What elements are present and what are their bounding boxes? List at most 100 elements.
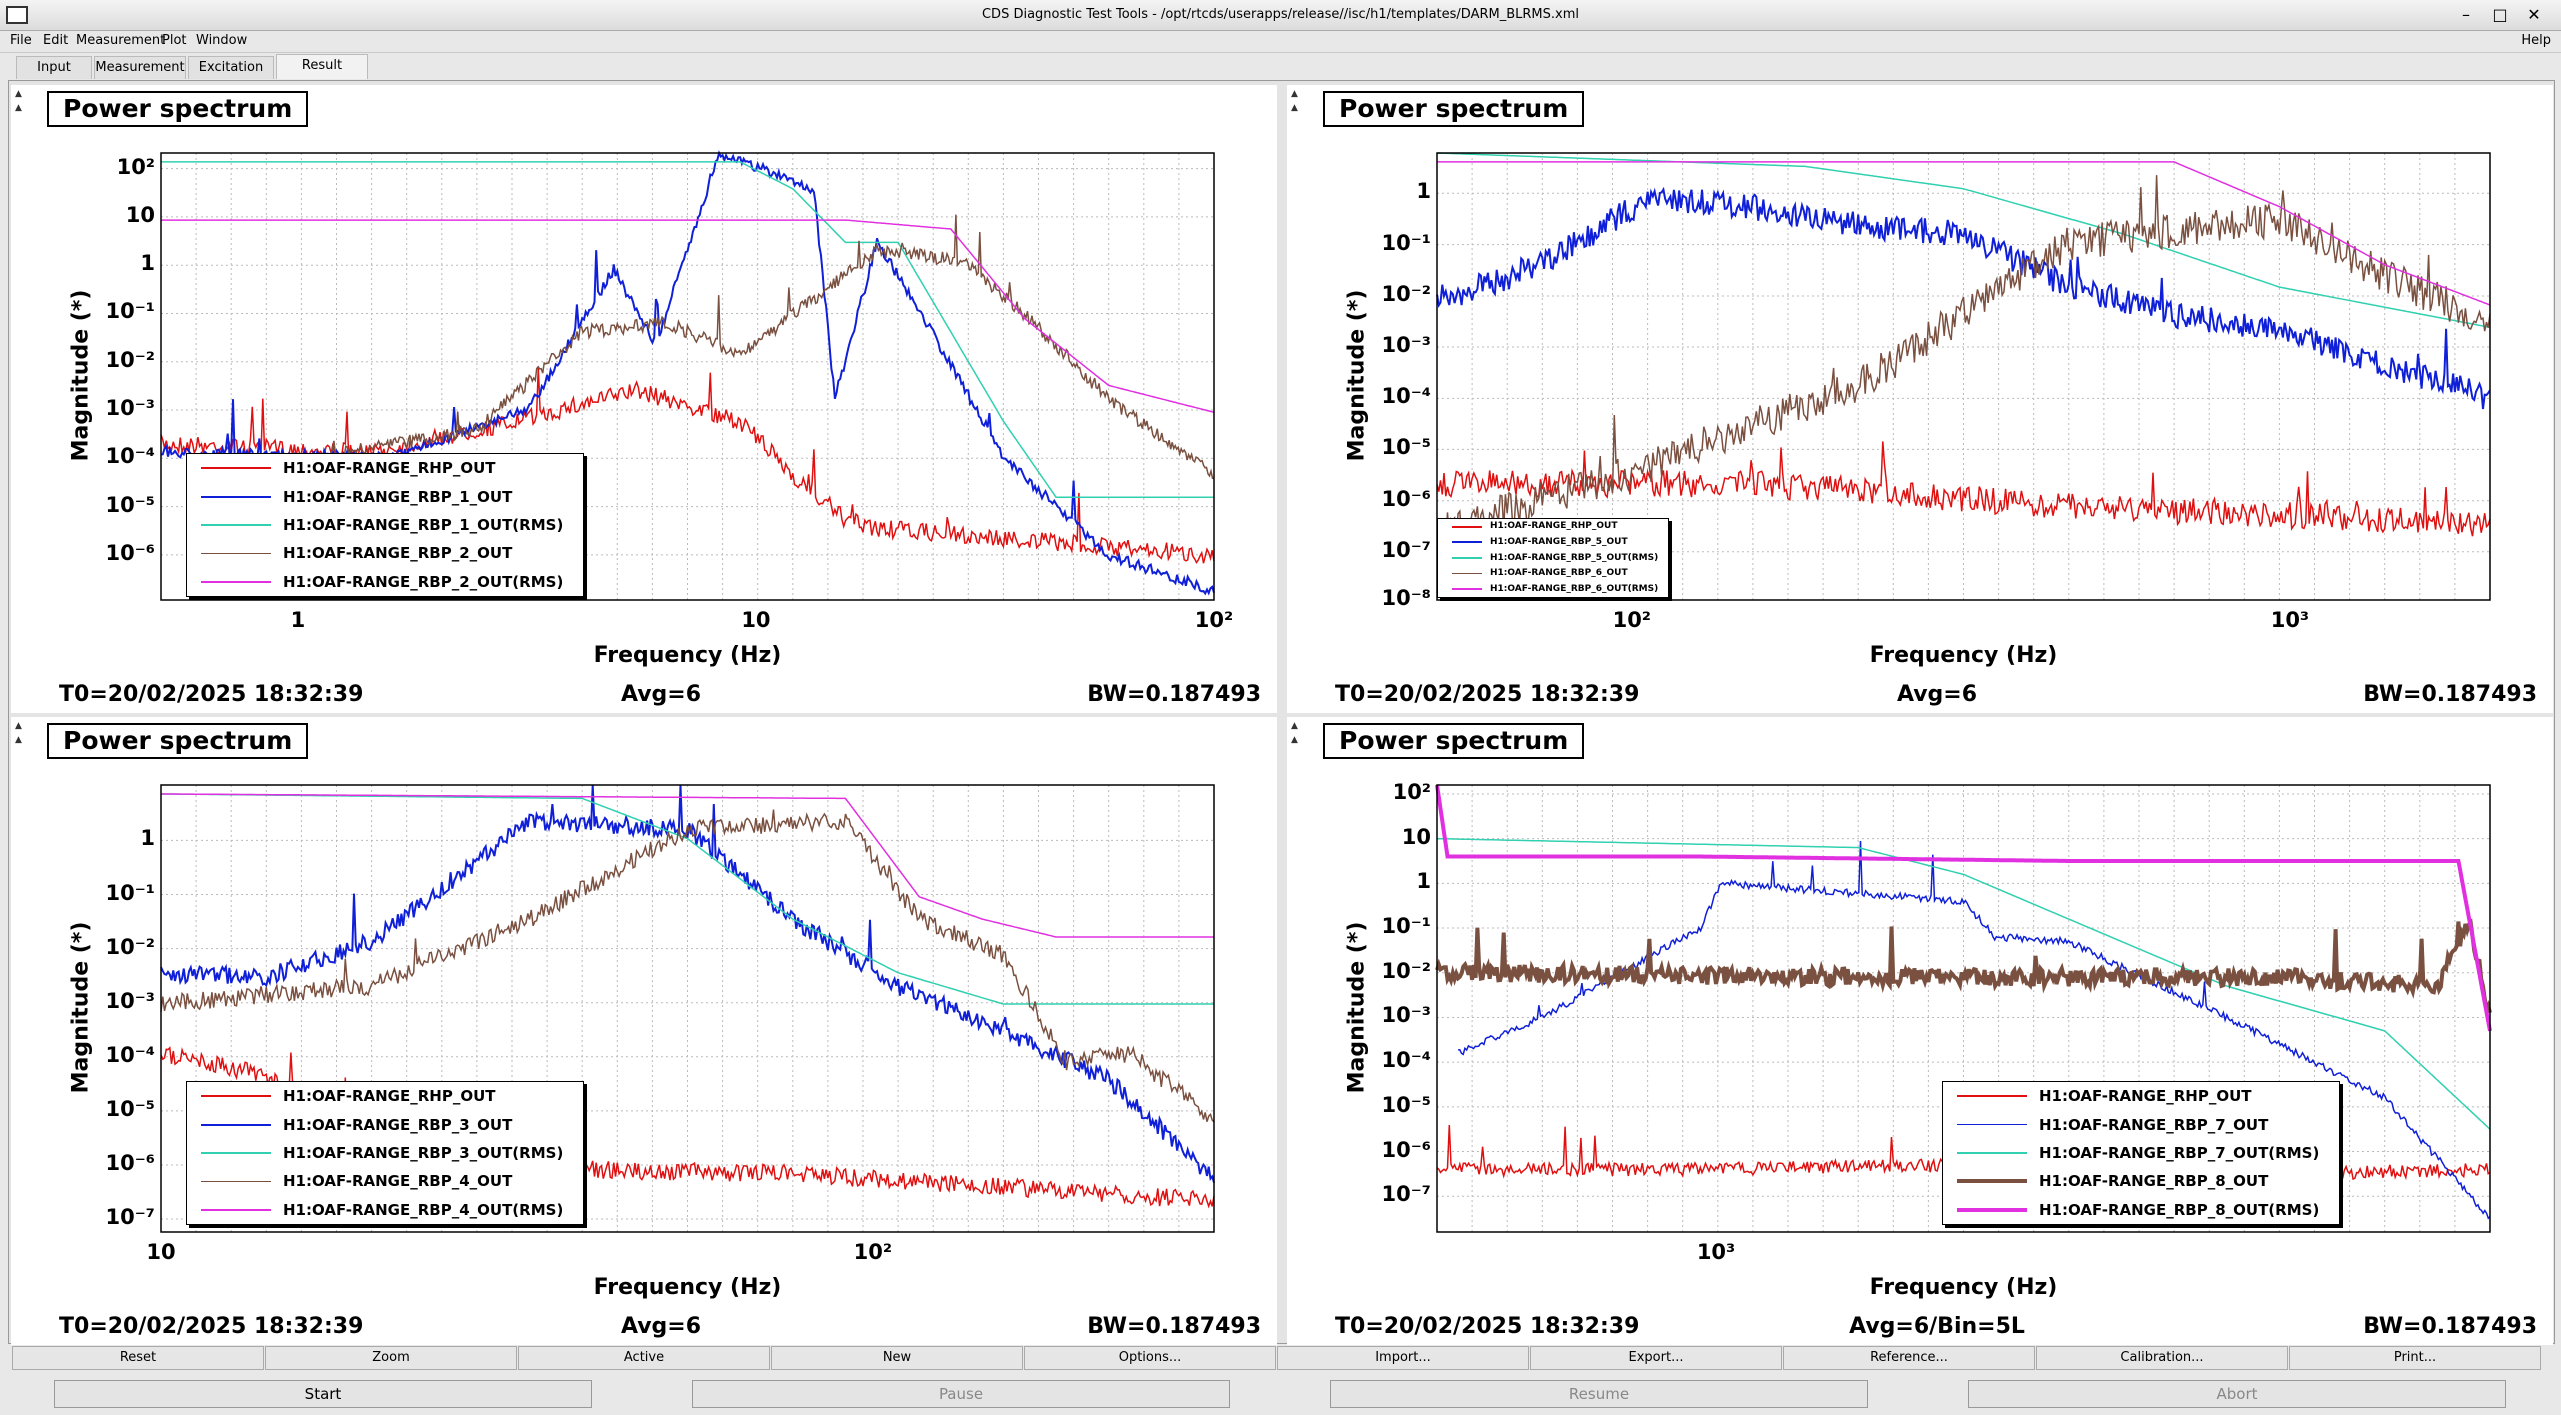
app-window-icon [6, 6, 28, 24]
x-axis-label: Frequency (Hz) [1869, 643, 2058, 668]
y-tick-label: 10 [125, 202, 155, 227]
legend-entry: H1:OAF-RANGE_RBP_2_OUT [283, 544, 513, 563]
plot-pane-4[interactable]: ▲ ▲ Power spectrum 10² 10 1 10⁻¹ 10⁻² 10⁻³ 10⁻⁴ 10… [1287, 717, 2553, 1345]
legend-swatch [1452, 588, 1482, 590]
reference-button[interactable]: Reference... [1783, 1346, 2035, 1370]
pane-scroll-arrows-icon[interactable]: ▲ ▲ [1291, 721, 1298, 745]
legend-swatch [201, 524, 271, 526]
window-title: CDS Diagnostic Test Tools - /opt/rtcds/u… [981, 7, 1579, 22]
legend-entry: H1:OAF-RANGE_RBP_6_OUT(RMS) [1490, 583, 1659, 594]
plot-frame [160, 152, 1215, 601]
pane-scroll-arrows-icon[interactable]: ▲ ▲ [15, 721, 22, 745]
pause-button[interactable]: Pause [692, 1380, 1230, 1408]
legend-swatch [201, 1095, 271, 1097]
series-curve-5 [160, 793, 1214, 938]
plot-canvas[interactable] [1287, 717, 2553, 1345]
plot-canvas[interactable] [11, 717, 1277, 1345]
x-tick-label: 10 [146, 1240, 176, 1264]
plot-pane-1[interactable]: ▲ ▲ Power spectrum 10² 10 1 10⁻¹ 10⁻² 10⁻³ 10⁻⁴ 10… [11, 85, 1277, 713]
maximize-icon[interactable]: □ [2492, 5, 2508, 24]
tab-result[interactable]: Result [276, 54, 368, 79]
series-curve-2 [160, 784, 1215, 1183]
y-tick-label: 10⁻³ [105, 988, 155, 1013]
x-tick-label: 10² [853, 1240, 893, 1264]
series-curve-3 [1436, 837, 2491, 1130]
y-tick-label: 10² [116, 154, 155, 179]
options-button[interactable]: Options... [1024, 1346, 1276, 1370]
y-tick-label: 10⁻⁵ [105, 1096, 155, 1121]
series-curve-4 [318, 214, 1215, 480]
y-axis-label: Magnitude (*) [1344, 289, 1370, 461]
import-button[interactable]: Import... [1277, 1346, 1529, 1370]
plot-canvas[interactable] [1287, 85, 2553, 713]
menu-bar: File Edit Measurement Plot Window Help [0, 30, 2561, 53]
print-button[interactable]: Print... [2289, 1346, 2541, 1370]
x-tick-label: 10³ [1696, 1240, 1736, 1264]
menu-edit[interactable]: Edit [43, 33, 69, 48]
new-button[interactable]: New [771, 1346, 1023, 1370]
reset-button[interactable]: Reset [12, 1346, 264, 1370]
legend-swatch [201, 581, 271, 583]
menu-help[interactable]: Help [2521, 33, 2551, 48]
plot-canvas[interactable] [11, 85, 1277, 713]
menu-plot[interactable]: Plot [162, 33, 187, 48]
active-button[interactable]: Active [518, 1346, 770, 1370]
y-tick-label: 10⁻⁶ [105, 540, 155, 565]
tab-excitation[interactable]: Excitation [188, 56, 274, 79]
plot-pane-3[interactable]: ▲ ▲ Power spectrum 1 10⁻¹ 10⁻² 10⁻³ 10⁻⁴ 10⁻⁵ 10⁻… [11, 717, 1277, 1345]
y-tick-label: 10⁻² [1381, 282, 1431, 307]
legend-swatch [1957, 1095, 2027, 1097]
start-button[interactable]: Start [54, 1380, 592, 1408]
y-tick-label: 10⁻⁴ [105, 444, 155, 469]
y-axis-label: Magnitude (*) [68, 289, 94, 461]
y-tick-label: 10⁻¹ [105, 299, 155, 324]
window-titlebar: CDS Diagnostic Test Tools - /opt/rtcds/u… [0, 0, 2561, 31]
resume-button[interactable]: Resume [1330, 1380, 1868, 1408]
y-tick-label: 10⁻⁶ [105, 1150, 155, 1175]
plot-legend[interactable]: H1:OAF-RANGE_RHP_OUT H1:OAF-RANGE_RBP_1_O… [186, 453, 584, 597]
tab-measurement[interactable]: Measurement [94, 56, 186, 79]
y-tick-label: 10⁻⁶ [1381, 1137, 1431, 1162]
x-tick-label: 10³ [2270, 608, 2310, 632]
calibration-button[interactable]: Calibration... [2036, 1346, 2288, 1370]
minimize-icon[interactable]: – [2462, 5, 2470, 24]
plot-pane-2[interactable]: ▲ ▲ Power spectrum 1 10⁻¹ 10⁻² 10⁻³ 10⁻⁴ 10⁻⁵ 10⁻… [1287, 85, 2553, 713]
window-controls: – □ ✕ [2449, 0, 2551, 30]
plot-legend[interactable]: H1:OAF-RANGE_RHP_OUT H1:OAF-RANGE_RBP_3_O… [186, 1081, 584, 1225]
x-tick-label: 10 [741, 608, 771, 632]
pane-scroll-arrows-icon[interactable]: ▲ ▲ [1291, 89, 1298, 113]
zoom-button[interactable]: Zoom [265, 1346, 517, 1370]
legend-entry: H1:OAF-RANGE_RBP_3_OUT(RMS) [283, 1144, 564, 1162]
x-tick-label: 10² [1612, 608, 1651, 632]
legend-entry: H1:OAF-RANGE_RBP_2_OUT(RMS) [283, 572, 564, 591]
legend-swatch [201, 495, 271, 498]
plot-legend[interactable]: H1:OAF-RANGE_RHP_OUT H1:OAF-RANGE_RBP_5_O… [1437, 518, 1669, 598]
pane-scroll-arrows-icon[interactable]: ▲ ▲ [15, 89, 22, 113]
close-icon[interactable]: ✕ [2527, 5, 2541, 24]
abort-button[interactable]: Abort [1968, 1380, 2506, 1408]
series-curve-2 [1436, 186, 2491, 410]
y-tick-label: 10⁻⁷ [1381, 537, 1431, 562]
menu-file[interactable]: File [10, 33, 32, 48]
legend-swatch [1957, 1207, 2027, 1212]
tab-input[interactable]: Input [16, 56, 92, 79]
legend-entry: H1:OAF-RANGE_RBP_1_OUT [283, 487, 513, 506]
legend-entry: H1:OAF-RANGE_RBP_5_OUT(RMS) [1490, 552, 1659, 563]
series-curve-4 [1436, 175, 2491, 549]
menu-measurement[interactable]: Measurement [76, 33, 166, 48]
series-curve-3 [161, 161, 1214, 498]
series-curve-4 [1435, 918, 2492, 1016]
legend-swatch [201, 1180, 271, 1183]
plot-title: Power spectrum [47, 723, 309, 759]
y-tick-label: 1 [1416, 869, 1431, 894]
plot-legend[interactable]: H1:OAF-RANGE_RHP_OUT H1:OAF-RANGE_RBP_7_O… [1942, 1081, 2340, 1225]
menu-window[interactable]: Window [196, 33, 248, 48]
export-button[interactable]: Export... [1530, 1346, 1782, 1370]
plot-title: Power spectrum [1323, 723, 1585, 759]
legend-swatch [1452, 526, 1482, 528]
legend-swatch [1957, 1152, 2027, 1154]
legend-swatch [201, 552, 271, 555]
y-axis-label: Magnitude (*) [68, 921, 94, 1093]
legend-entry: H1:OAF-RANGE_RBP_8_OUT(RMS) [2039, 1200, 2320, 1219]
legend-swatch [201, 1123, 271, 1126]
